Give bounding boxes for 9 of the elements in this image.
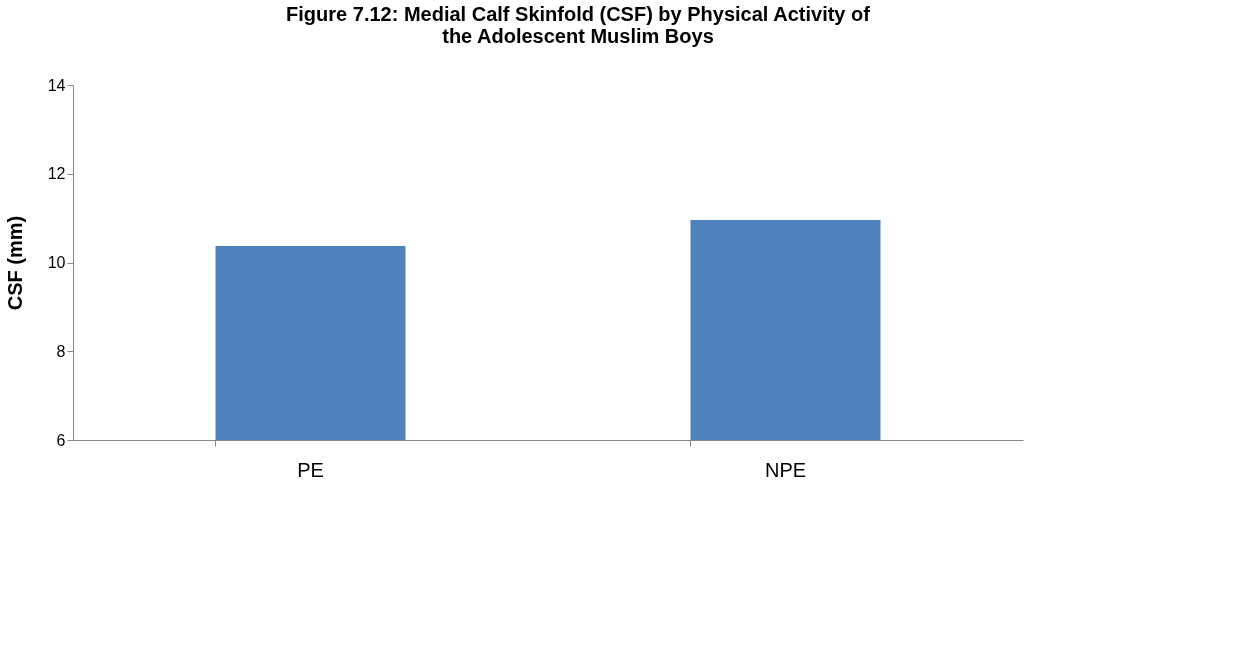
y-axis-title: CSF (mm) [3,215,26,311]
x-tick-label: PE [297,458,324,481]
y-tick-label: 10 [47,254,66,271]
chart-title: Figure 7.12: Medial Calf Skinfold (CSF) by Physical Activity of the Adolescent Muslim Boys [286,3,871,47]
y-tick-label: 14 [47,76,66,94]
x-tick-label: NPE [764,458,807,481]
y-tick-label: 8 [56,342,66,360]
y-tick-label: 12 [47,165,66,183]
y-tick-label: 6 [56,431,66,449]
